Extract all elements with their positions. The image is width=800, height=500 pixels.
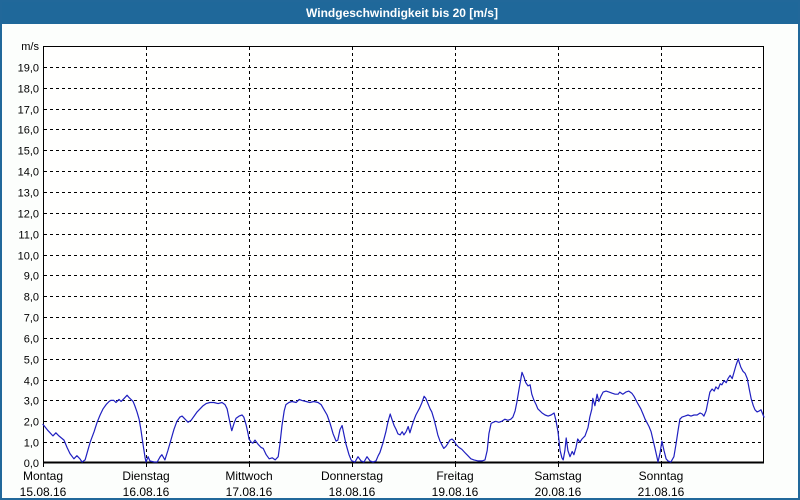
y-tick-label: 5,0	[24, 355, 39, 367]
y-tick-label: 0,0	[24, 458, 39, 470]
y-tick-label: 11,0	[18, 230, 39, 242]
y-tick-label: 18,0	[18, 84, 39, 96]
day-name-label: Donnerstag	[321, 469, 383, 483]
day-name-label: Freitag	[436, 469, 473, 483]
y-tick-label: 12,0	[18, 209, 39, 221]
y-tick-label: 3,0	[24, 396, 39, 408]
y-tick-label: 1,0	[24, 438, 39, 450]
day-date-label: 21.08.16	[638, 485, 685, 499]
y-tick-label: 15,0	[18, 146, 39, 158]
day-date-label: 16.08.16	[123, 485, 170, 499]
plot-border	[43, 46, 764, 463]
titlebar: Windgeschwindigkeit bis 20 [m/s]	[2, 2, 798, 24]
y-tick-label: 14,0	[18, 167, 39, 179]
y-tick-label: 6,0	[24, 334, 39, 346]
y-tick-label: 9,0	[24, 271, 39, 283]
day-date-label: 15.08.16	[20, 485, 67, 499]
y-tick-label: 10,0	[18, 251, 39, 263]
day-name-label: Mittwoch	[225, 469, 272, 483]
y-tick-label: 2,0	[24, 417, 39, 429]
day-name-label: Dienstag	[122, 469, 169, 483]
y-tick-label: 17,0	[18, 105, 39, 117]
y-tick-label: 19,0	[18, 63, 39, 75]
day-date-label: 19.08.16	[432, 485, 479, 499]
day-date-label: 17.08.16	[226, 485, 273, 499]
day-date-label: 20.08.16	[535, 485, 582, 499]
day-date-label: 18.08.16	[329, 485, 376, 499]
day-name-label: Samstag	[534, 469, 581, 483]
y-tick-label: 7,0	[24, 313, 39, 325]
y-tick-label: 16,0	[18, 125, 39, 137]
y-tick-label: 13,0	[18, 188, 39, 200]
y-axis-unit-label: m/s	[21, 41, 39, 53]
y-tick-label: 4,0	[24, 376, 39, 388]
day-name-label: Sonntag	[639, 469, 684, 483]
wind-speed-line	[42, 358, 765, 463]
day-name-label: Montag	[23, 469, 63, 483]
y-tick-label: 8,0	[24, 292, 39, 304]
chart-title: Windgeschwindigkeit bis 20 [m/s]	[306, 6, 498, 20]
